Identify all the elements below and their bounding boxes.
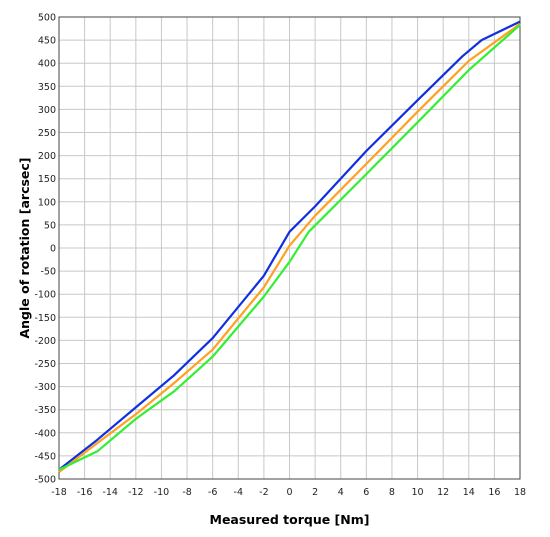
y-tick-label: -50: [40, 267, 56, 278]
x-tick-label: -10: [154, 487, 170, 498]
y-tick-label: -200: [34, 336, 56, 347]
y-tick-label: 400: [38, 59, 56, 70]
x-tick-label: 0: [286, 487, 292, 498]
series-line-1: [58, 20, 521, 471]
x-tick-label: 14: [463, 487, 475, 498]
grid: [58, 16, 521, 480]
y-tick-label: -450: [34, 451, 56, 462]
x-tick-label: 18: [514, 487, 526, 498]
series-group: [58, 20, 521, 473]
x-tick-label: -6: [208, 487, 217, 498]
y-tick-label: 150: [38, 174, 56, 185]
x-tick-label: -8: [182, 487, 191, 498]
y-tick-label: -300: [34, 382, 56, 393]
y-tick-label: 100: [38, 197, 56, 208]
x-tick-label: 4: [338, 487, 344, 498]
y-tick-label: 200: [38, 151, 56, 162]
x-tick-label: 8: [389, 487, 395, 498]
x-axis-title: Measured torque [Nm]: [210, 512, 370, 527]
y-tick-label: 300: [38, 105, 56, 116]
y-axis-title: Angle of rotation [arcsec]: [17, 157, 32, 338]
y-tick-label: 250: [38, 128, 56, 139]
x-tick-label: 6: [363, 487, 369, 498]
y-tick-label: 500: [38, 13, 56, 24]
x-tick-label: -12: [128, 487, 144, 498]
x-tick-label: 12: [437, 487, 449, 498]
y-tick-label: 0: [50, 244, 56, 255]
y-tick-label: -350: [34, 405, 56, 416]
x-tick-label: -18: [51, 487, 67, 498]
y-tick-label: -500: [34, 475, 56, 486]
y-tick-label: 50: [44, 220, 56, 231]
series-line-2: [58, 23, 521, 473]
y-tick-label: -400: [34, 428, 56, 439]
y-tick-label: -250: [34, 359, 56, 370]
plot-frame: [58, 16, 521, 480]
series-line-3: [58, 24, 521, 471]
x-tick-label: 2: [312, 487, 318, 498]
x-tick-label: -2: [259, 487, 268, 498]
x-tick-labels: -18 -16 -14 -12 -10 -8 -6 -4 -2 0 2 4 6 8 10 12 14 16 18: [51, 487, 526, 498]
x-tick-label: 10: [412, 487, 424, 498]
y-tick-label: 350: [38, 82, 56, 93]
x-tick-label: -4: [234, 487, 243, 498]
y-tick-label: 450: [38, 36, 56, 47]
x-tick-label: -14: [102, 487, 118, 498]
y-tick-label: -150: [34, 313, 56, 324]
y-tick-label: -100: [34, 290, 56, 301]
x-tick-label: -16: [77, 487, 93, 498]
x-tick-label: 16: [488, 487, 500, 498]
y-tick-labels: -500-450-400-350-300-250-200-150-100-500…: [34, 13, 56, 486]
